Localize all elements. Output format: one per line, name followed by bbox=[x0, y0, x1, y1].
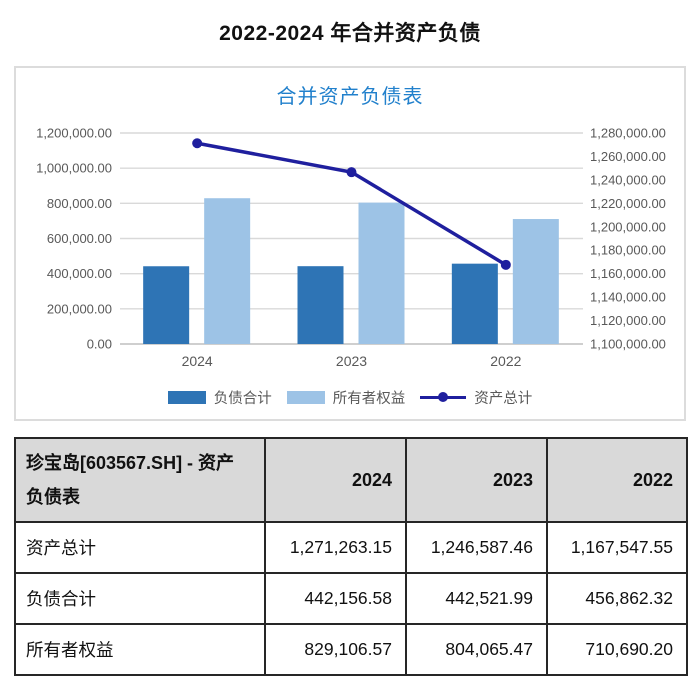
row-label: 负债合计 bbox=[14, 572, 266, 625]
table-row-total-assets: 资产总计 1,271,263.15 1,246,587.46 1,167,547… bbox=[14, 521, 688, 574]
chart-card: 1,200,000.00 1,000,000.00 800,000.00 600,00… bbox=[14, 66, 686, 421]
left-axis-tick: 1,200,000.00 bbox=[36, 126, 112, 141]
right-axis-tick: 1,160,000.00 bbox=[590, 266, 666, 281]
line-marker-2022 bbox=[500, 259, 511, 270]
bar-liabilities-2023 bbox=[297, 266, 344, 344]
right-axis-tick: 1,120,000.00 bbox=[590, 313, 666, 328]
legend-label-liabilities: 负债合计 bbox=[213, 391, 272, 407]
table-header-2022: 2022 bbox=[546, 437, 688, 523]
cell-value: 442,521.99 bbox=[405, 572, 548, 625]
bar-equity-2023 bbox=[358, 202, 405, 344]
cell-value: 804,065.47 bbox=[405, 623, 548, 676]
left-axis-tick: 800,000.00 bbox=[47, 196, 112, 211]
chart-title: 合并资产负债表 bbox=[276, 86, 424, 108]
line-marker-2024 bbox=[192, 138, 203, 149]
legend-swatch-equity-icon bbox=[286, 391, 325, 404]
chart-legend: 负债合计 所有者权益 资产总计 bbox=[16, 387, 684, 408]
x-axis-category-label: 2022 bbox=[490, 353, 521, 369]
right-axis-tick: 1,280,000.00 bbox=[590, 126, 666, 141]
table-header-2023: 2023 bbox=[405, 437, 548, 523]
right-axis-tick: 1,220,000.00 bbox=[590, 196, 666, 211]
right-axis-tick: 1,260,000.00 bbox=[590, 149, 666, 164]
right-axis-tick: 1,240,000.00 bbox=[590, 172, 666, 187]
bar-liabilities-2024 bbox=[143, 266, 190, 344]
cell-value: 1,246,587.46 bbox=[405, 521, 548, 574]
left-axis-tick: 200,000.00 bbox=[47, 301, 112, 316]
page-title: 2022-2024 年合并资产负债 bbox=[219, 22, 481, 45]
x-axis-category-label: 2024 bbox=[182, 353, 213, 369]
balance-sheet-table-section: 珍宝岛[603567.SH] - 资产负债表 2024 2023 2022 资产… bbox=[14, 437, 688, 676]
cell-value: 442,156.58 bbox=[264, 572, 407, 625]
right-axis-tick: 1,140,000.00 bbox=[590, 290, 666, 305]
left-axis-tick: 600,000.00 bbox=[47, 231, 112, 246]
legend-line-marker-icon bbox=[420, 392, 467, 403]
legend-item-equity: 所有者权益 bbox=[286, 387, 406, 408]
cell-value: 1,167,547.55 bbox=[546, 521, 688, 574]
line-marker-2023 bbox=[346, 167, 357, 178]
legend-swatch-liabilities-icon bbox=[167, 391, 206, 404]
table-title-cell: 珍宝岛[603567.SH] - 资产负债表 bbox=[14, 437, 266, 523]
bar-equity-2022 bbox=[512, 219, 559, 344]
legend-item-total-assets: 资产总计 bbox=[420, 387, 532, 408]
right-axis-tick: 1,200,000.00 bbox=[590, 219, 666, 234]
table-header-row: 珍宝岛[603567.SH] - 资产负债表 2024 2023 2022 bbox=[14, 437, 688, 523]
row-label: 所有者权益 bbox=[14, 623, 266, 676]
table-row-equity: 所有者权益 829,106.57 804,065.47 710,690.20 bbox=[14, 623, 688, 676]
right-axis-tick: 1,100,000.00 bbox=[590, 337, 666, 352]
left-axis-tick: 400,000.00 bbox=[47, 266, 112, 281]
cell-value: 710,690.20 bbox=[546, 623, 688, 676]
table-row-liabilities: 负债合计 442,156.58 442,521.99 456,862.32 bbox=[14, 572, 688, 625]
right-axis-tick: 1,180,000.00 bbox=[590, 243, 666, 258]
cell-value: 456,862.32 bbox=[546, 572, 688, 625]
balance-sheet-table: 珍宝岛[603567.SH] - 资产负债表 2024 2023 2022 资产… bbox=[14, 437, 688, 676]
bar-liabilities-2022 bbox=[451, 263, 498, 344]
balance-sheet-chart: 1,200,000.00 1,000,000.00 800,000.00 600,00… bbox=[36, 126, 666, 370]
legend-item-liabilities: 负债合计 bbox=[167, 387, 272, 408]
cell-value: 829,106.57 bbox=[264, 623, 407, 676]
legend-label-equity: 所有者权益 bbox=[332, 391, 406, 407]
left-axis-tick: 1,000,000.00 bbox=[36, 161, 112, 176]
cell-value: 1,271,263.15 bbox=[264, 521, 407, 574]
row-label: 资产总计 bbox=[14, 521, 266, 574]
legend-label-total-assets: 资产总计 bbox=[474, 391, 533, 407]
left-axis-tick: 0.00 bbox=[87, 337, 112, 352]
bar-equity-2024 bbox=[204, 198, 251, 344]
x-axis-category-label: 2023 bbox=[336, 353, 367, 369]
table-header-2024: 2024 bbox=[264, 437, 407, 523]
